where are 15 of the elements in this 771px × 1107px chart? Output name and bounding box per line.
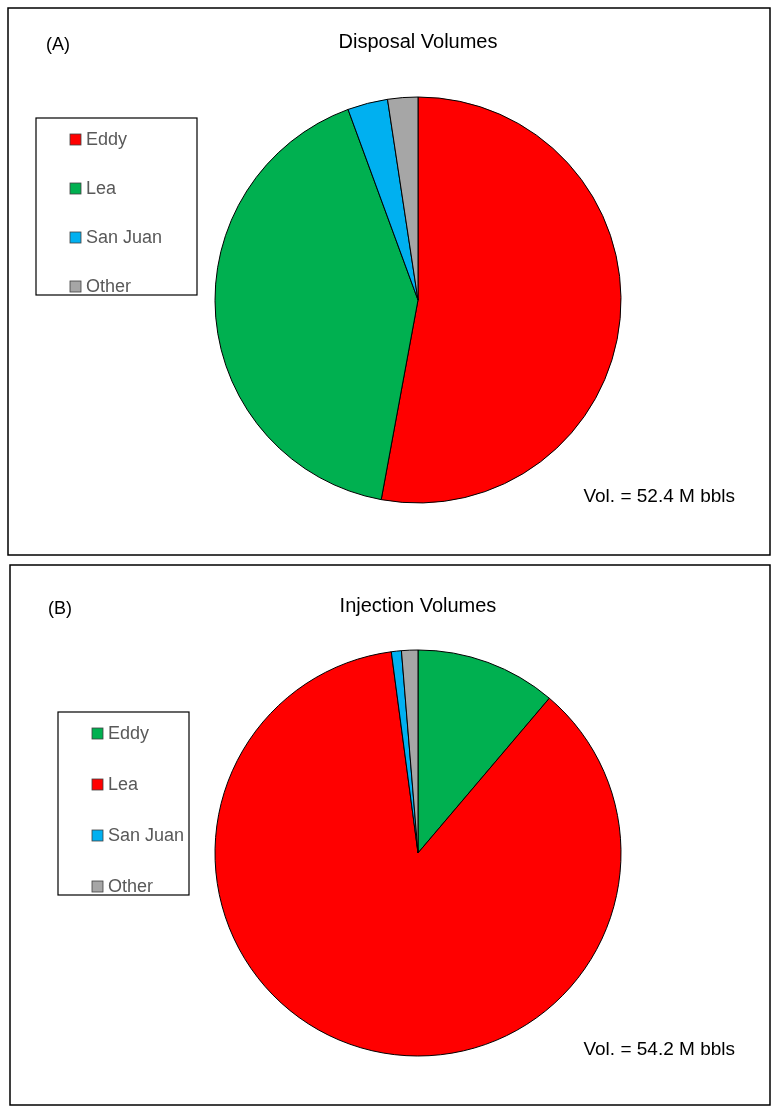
legend-label: San Juan — [108, 824, 185, 845]
legend-label: Lea — [108, 773, 140, 794]
legend-label: Other — [108, 875, 154, 896]
pie-slice — [214, 651, 622, 1057]
text: Vol. = 54.2 M bbls — [583, 1038, 735, 1059]
chart-title: Disposal Volumes — [338, 30, 498, 52]
text: (A) — [46, 34, 70, 54]
legend-label: Lea — [86, 177, 118, 198]
text: Vol. = 52.4 M bbls — [583, 485, 735, 506]
text: (B) — [48, 598, 72, 618]
legend-label: Eddy — [86, 128, 128, 149]
legend-label: Other — [86, 275, 132, 296]
legend-label: San Juan — [86, 226, 163, 247]
chart-title: Injection Volumes — [339, 594, 497, 616]
legend-label: Eddy — [108, 722, 150, 743]
